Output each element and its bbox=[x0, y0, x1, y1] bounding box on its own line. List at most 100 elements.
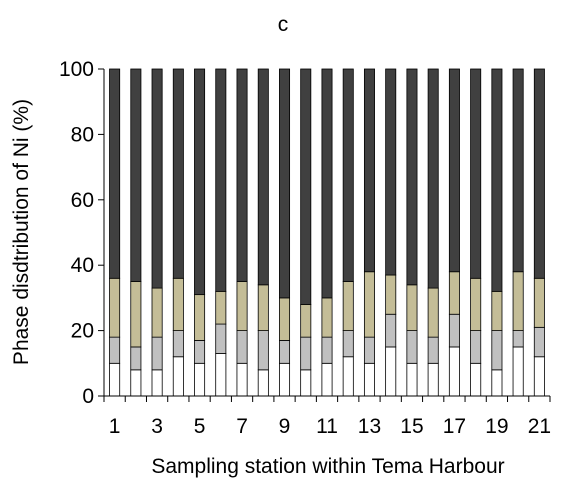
bar-segment-station-17-series-4 bbox=[448, 68, 460, 273]
x-tick-label: 21 bbox=[528, 415, 551, 438]
bar-segment-station-7-series-2 bbox=[236, 330, 248, 364]
bar-segment-station-21-series-3 bbox=[533, 277, 545, 328]
bar-segment-station-1-series-2 bbox=[109, 336, 121, 364]
bar-segment-station-20-series-4 bbox=[512, 68, 524, 273]
x-axis-label: Sampling station within Tema Harbour bbox=[151, 455, 504, 478]
bar-segment-station-13-series-2 bbox=[363, 336, 375, 364]
bar-segment-station-15-series-1 bbox=[406, 362, 418, 397]
bar-segment-station-20-series-1 bbox=[512, 346, 524, 397]
bar-segment-station-7-series-3 bbox=[236, 281, 248, 331]
bar-segment-station-17-series-3 bbox=[448, 271, 460, 315]
bar-segment-station-13-series-4 bbox=[363, 68, 375, 273]
bar-segment-station-15-series-4 bbox=[406, 68, 418, 286]
y-tick-label: 80 bbox=[71, 123, 94, 146]
bar-segment-station-7-series-1 bbox=[236, 362, 248, 397]
bar-segment-station-11-series-2 bbox=[321, 336, 333, 364]
bar-segment-station-4-series-4 bbox=[172, 68, 184, 279]
bar-segment-station-4-series-3 bbox=[172, 277, 184, 331]
bar-segment-station-3-series-1 bbox=[151, 369, 163, 397]
x-tick-label: 1 bbox=[109, 415, 121, 438]
x-tick-label: 11 bbox=[316, 415, 338, 438]
bar-segment-station-19-series-4 bbox=[491, 68, 503, 292]
x-tick-label: 5 bbox=[194, 415, 206, 438]
bar-segment-station-10-series-3 bbox=[300, 304, 312, 338]
y-tick-label: 60 bbox=[71, 189, 94, 212]
bar-segment-station-12-series-1 bbox=[342, 356, 354, 397]
x-tick-label: 7 bbox=[236, 415, 248, 438]
x-tick-label: 9 bbox=[279, 415, 291, 438]
bar-segment-station-3-series-2 bbox=[151, 336, 163, 371]
bar-segment-station-7-series-4 bbox=[236, 68, 248, 282]
bar-segment-station-21-series-1 bbox=[533, 356, 545, 397]
bar-segment-station-2-series-4 bbox=[130, 68, 142, 282]
bar-segment-station-12-series-4 bbox=[342, 68, 354, 282]
bar-segment-station-14-series-2 bbox=[385, 313, 397, 348]
bar-segment-station-5-series-2 bbox=[194, 340, 206, 364]
bar-segment-station-12-series-3 bbox=[342, 281, 354, 331]
chart-title: c bbox=[278, 13, 289, 36]
bar-segment-station-11-series-1 bbox=[321, 362, 333, 397]
bar-segment-station-19-series-3 bbox=[491, 290, 503, 331]
bar-segment-station-8-series-3 bbox=[257, 284, 269, 332]
bar-segment-station-1-series-4 bbox=[109, 68, 121, 279]
bar-segment-station-15-series-3 bbox=[406, 284, 418, 332]
bar-segment-station-13-series-1 bbox=[363, 362, 375, 397]
bar-segment-station-5-series-4 bbox=[194, 68, 206, 296]
bar-segment-station-3-series-3 bbox=[151, 287, 163, 338]
bar-segment-station-20-series-3 bbox=[512, 271, 524, 331]
bar-segment-station-18-series-1 bbox=[470, 362, 482, 397]
bar-segment-station-15-series-2 bbox=[406, 330, 418, 364]
bar-segment-station-5-series-3 bbox=[194, 294, 206, 341]
bar-segment-station-17-series-1 bbox=[448, 346, 460, 397]
bar-segment-station-8-series-1 bbox=[257, 369, 269, 397]
bar-segment-station-6-series-2 bbox=[215, 323, 227, 354]
bar-segment-station-17-series-2 bbox=[448, 313, 460, 348]
y-tick-label: 0 bbox=[82, 385, 94, 408]
bar-segment-station-2-series-1 bbox=[130, 369, 142, 397]
bar-segment-station-9-series-1 bbox=[279, 362, 291, 397]
x-tick-label: 15 bbox=[400, 415, 423, 438]
bar-segment-station-13-series-3 bbox=[363, 271, 375, 338]
bar-segment-station-9-series-2 bbox=[279, 340, 291, 364]
bar-segment-station-2-series-3 bbox=[130, 281, 142, 348]
bar-segment-station-16-series-2 bbox=[427, 336, 439, 364]
bar-segment-station-9-series-4 bbox=[279, 68, 291, 299]
x-tick-label: 17 bbox=[443, 415, 466, 438]
bar-segment-station-8-series-4 bbox=[257, 68, 269, 286]
bar-segment-station-9-series-3 bbox=[279, 297, 291, 341]
bar-segment-station-4-series-2 bbox=[172, 330, 184, 358]
bar-segment-station-18-series-4 bbox=[470, 68, 482, 279]
bar-segment-station-20-series-2 bbox=[512, 330, 524, 348]
bar-segment-station-6-series-4 bbox=[215, 68, 227, 292]
bar-segment-station-16-series-3 bbox=[427, 287, 439, 338]
x-tick-label: 19 bbox=[485, 415, 508, 438]
bar-segment-station-2-series-2 bbox=[130, 346, 142, 371]
y-axis-label: Phase disdtribution of Ni (%) bbox=[10, 99, 33, 365]
bar-segment-station-18-series-2 bbox=[470, 330, 482, 364]
bar-segment-station-10-series-4 bbox=[300, 68, 312, 305]
bar-segment-station-1-series-3 bbox=[109, 277, 121, 338]
bar-segment-station-19-series-2 bbox=[491, 330, 503, 371]
bar-segment-station-14-series-1 bbox=[385, 346, 397, 397]
bar-segment-station-10-series-2 bbox=[300, 336, 312, 371]
bar-segment-station-8-series-2 bbox=[257, 330, 269, 371]
bar-segment-station-6-series-1 bbox=[215, 353, 227, 397]
x-tick-label: 13 bbox=[358, 415, 381, 438]
bar-segment-station-19-series-1 bbox=[491, 369, 503, 397]
y-tick-label: 40 bbox=[71, 254, 94, 277]
x-tick-label: 3 bbox=[151, 415, 163, 438]
bar-segment-station-3-series-4 bbox=[151, 68, 163, 289]
y-tick-label: 20 bbox=[71, 320, 94, 343]
bar-segment-station-5-series-1 bbox=[194, 362, 206, 397]
bar-segment-station-11-series-3 bbox=[321, 297, 333, 338]
bar-segment-station-12-series-2 bbox=[342, 330, 354, 358]
bar-segment-station-21-series-2 bbox=[533, 326, 545, 358]
bar-segment-station-11-series-4 bbox=[321, 68, 333, 299]
bar-segment-station-21-series-4 bbox=[533, 68, 545, 279]
bar-segment-station-16-series-1 bbox=[427, 362, 439, 397]
bar-segment-station-1-series-1 bbox=[109, 362, 121, 397]
bar-segment-station-10-series-1 bbox=[300, 369, 312, 397]
bar-segment-station-18-series-3 bbox=[470, 277, 482, 331]
